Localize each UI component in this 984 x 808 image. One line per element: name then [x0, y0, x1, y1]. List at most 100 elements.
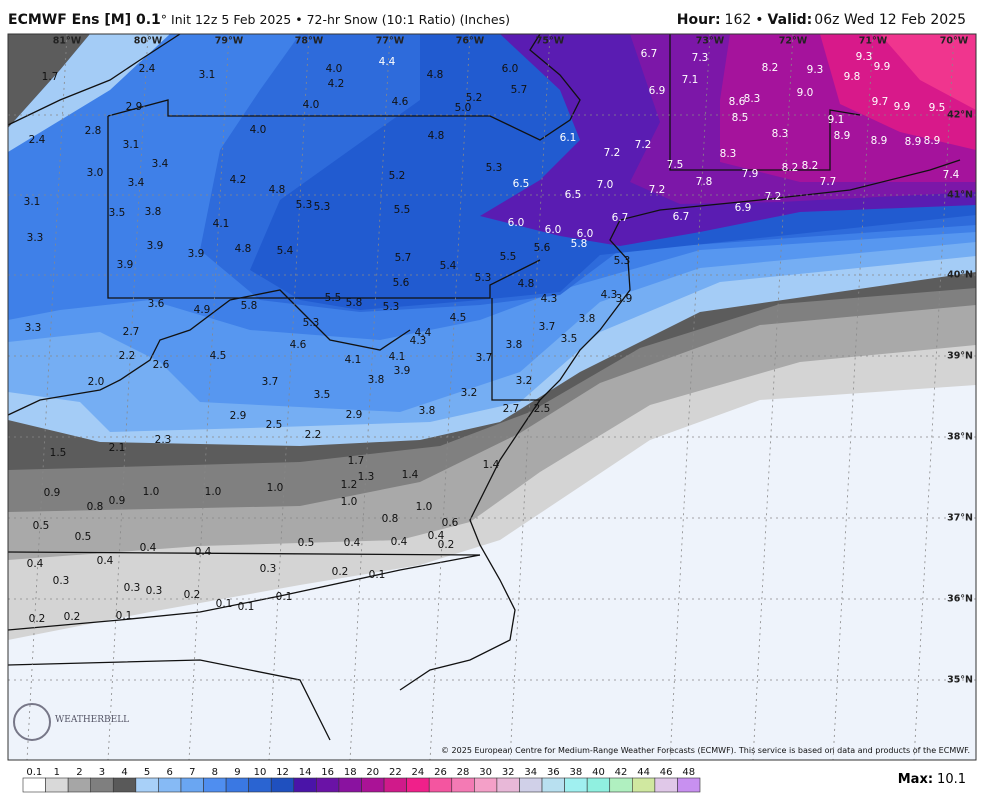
colorbar-label: 1	[54, 767, 60, 778]
colorbar-swatch	[248, 777, 272, 793]
snow-value: 3.3	[27, 232, 44, 244]
meridian	[26, 34, 68, 760]
colorbar-swatch	[22, 777, 46, 793]
colorbar-label: 24	[412, 767, 425, 778]
valid-label: Valid:	[768, 12, 813, 28]
snow-value: 7.9	[742, 168, 759, 180]
colorbar: 0.1 1 2 3 4 5 6 7 8 9 10 12 14 16 18 20 22 24 26 28 30 32 34 36…	[22, 767, 701, 793]
hour-label: Hour:	[677, 12, 721, 28]
snow-value: 5.3	[475, 272, 492, 284]
meridian	[913, 34, 955, 760]
snow-value: 4.4	[379, 56, 396, 68]
colorbar-label: 16	[321, 767, 334, 778]
snow-value: 6.0	[508, 217, 525, 229]
colorbar-label: 20	[366, 767, 379, 778]
snow-value: 1.0	[416, 501, 433, 513]
coastline	[539, 159, 961, 401]
snow-value: 4.9	[194, 304, 211, 316]
snow-value: 0.3	[260, 563, 277, 575]
snow-value: 2.7	[123, 326, 140, 338]
snow-value: 4.5	[210, 350, 227, 362]
snow-value: 3.7	[262, 376, 279, 388]
colorbar-label: 0.1	[26, 767, 42, 778]
colorbar-swatch	[631, 777, 656, 793]
meridian	[429, 34, 471, 760]
snow-value: 0.2	[438, 539, 455, 551]
hour-value: 162	[725, 12, 752, 28]
snow-value: 9.9	[894, 101, 911, 113]
snow-value: 3.8	[506, 339, 523, 351]
snow-value: 2.9	[346, 409, 363, 421]
logo: WEATHERBELL	[55, 715, 129, 725]
snow-value: 9.1	[828, 114, 845, 126]
snow-value: 3.8	[145, 206, 162, 218]
colorbar-label: 40	[592, 767, 605, 778]
lon-label: 80°W	[134, 36, 163, 47]
colorbar-swatch	[270, 777, 295, 793]
snow-value: 4.2	[230, 174, 247, 186]
snow-value: 4.0	[326, 63, 343, 75]
colorbar-swatch	[316, 777, 340, 793]
snow-value: 8.5	[732, 112, 749, 124]
snow-value: 3.7	[539, 321, 556, 333]
snow-value: 0.4	[391, 536, 408, 548]
colorbar-label: 32	[502, 767, 515, 778]
colorbar-swatch	[338, 777, 362, 793]
lat-label: 36°N	[947, 594, 973, 605]
snow-value: 4.2	[328, 78, 345, 90]
colorbar-swatch	[677, 777, 701, 793]
snow-value: 5.5	[325, 292, 342, 304]
snow-value: 1.5	[50, 447, 67, 459]
snow-value: 4.3	[541, 293, 558, 305]
snow-value: 7.7	[820, 176, 837, 188]
meridian	[752, 34, 794, 760]
max-info: Max: 10.1	[898, 772, 966, 787]
snow-value: 4.3	[410, 335, 427, 347]
snow-value: 5.3	[383, 301, 400, 313]
borders	[8, 34, 961, 741]
snow-value: 3.1	[199, 69, 216, 81]
snow-value: 4.4	[415, 327, 432, 339]
snow-value: 9.0	[797, 87, 814, 99]
snow-value: 2.9	[126, 101, 143, 113]
colorbar-label: 38	[570, 767, 583, 778]
snow-value: 3.7	[476, 352, 493, 364]
lat-label: 35°N	[947, 675, 973, 686]
snow-value: 4.8	[428, 130, 445, 142]
lat-label: 38°N	[947, 432, 973, 443]
band	[8, 34, 170, 152]
snow-value: 3.0	[87, 167, 104, 179]
map-title: ECMWF Ens [M] 0.1° Init 12z 5 Feb 2025 •…	[8, 12, 510, 28]
colorbar-swatch	[225, 777, 249, 793]
separator: •	[755, 12, 763, 28]
snow-value: 2.1	[109, 442, 126, 454]
snow-value: 0.1	[369, 569, 386, 581]
snow-value: 4.1	[213, 218, 230, 230]
snow-value: 0.5	[298, 537, 315, 549]
snow-value: 6.0	[545, 224, 562, 236]
snow-value: 2.8	[85, 125, 102, 137]
logo-mark	[13, 703, 51, 741]
meridian	[349, 34, 391, 760]
colorbar-label: 36	[547, 767, 560, 778]
colorbar-label: 30	[479, 767, 492, 778]
colorbar-label: 9	[234, 767, 240, 778]
snow-value: 6.5	[565, 189, 582, 201]
graticule	[8, 34, 976, 760]
snow-value: 5.0	[455, 102, 472, 114]
snow-value: 0.2	[184, 589, 201, 601]
snow-value: 4.6	[290, 339, 307, 351]
snow-value: 5.3	[614, 255, 631, 267]
snow-value: 0.2	[29, 613, 46, 625]
colorbar-swatch	[519, 777, 543, 793]
snow-value: 0.4	[140, 542, 157, 554]
snow-value: 4.0	[303, 99, 320, 111]
lat-label: 40°N	[947, 270, 973, 281]
colorbar-swatch	[180, 777, 204, 793]
colorbar-swatch	[112, 777, 137, 793]
snow-value: 7.8	[696, 176, 713, 188]
snow-value: 7.0	[597, 179, 614, 191]
lat-label: 42°N	[947, 110, 973, 121]
state-border	[8, 289, 411, 416]
snow-value: 6.0	[502, 63, 519, 75]
